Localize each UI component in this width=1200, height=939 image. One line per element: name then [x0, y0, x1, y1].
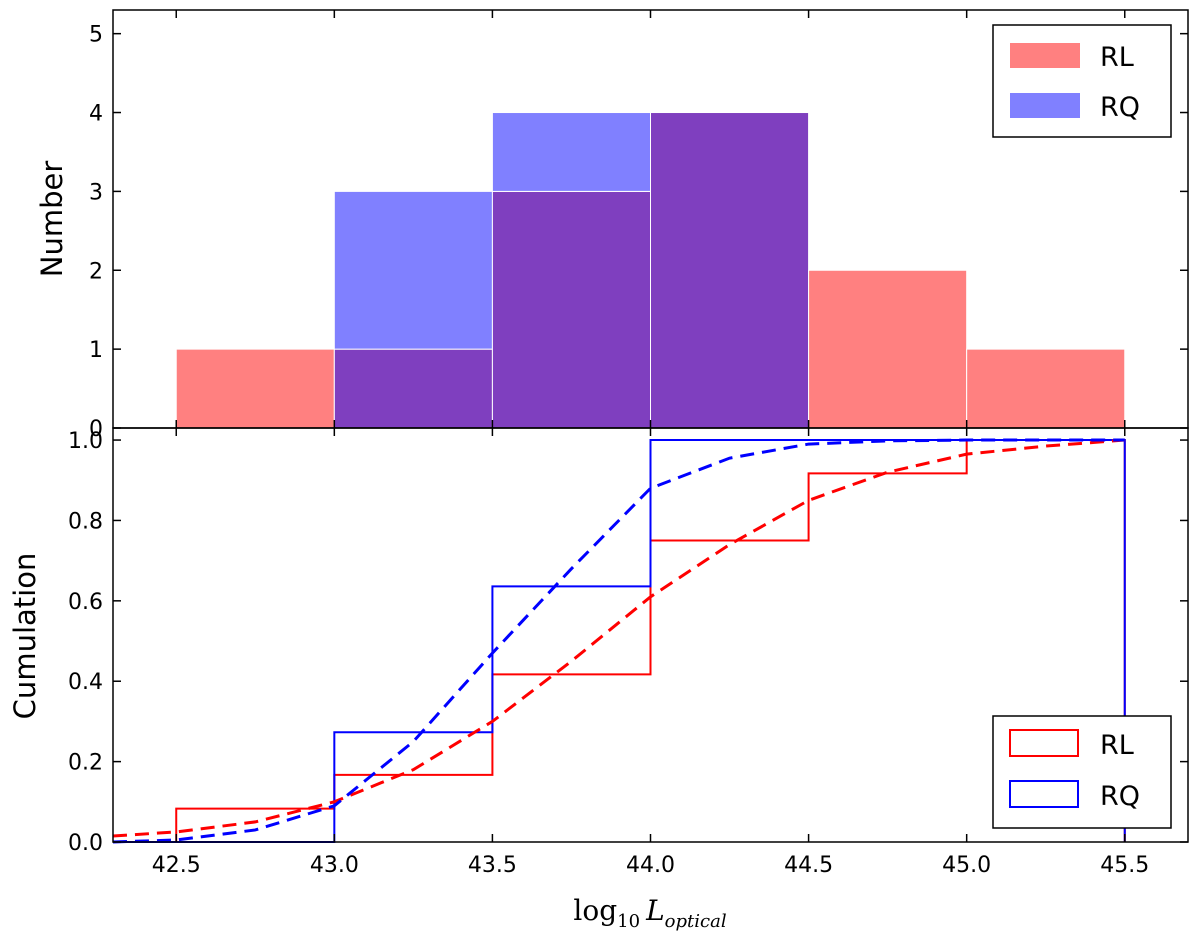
- histogram-bar-rl: [808, 269, 968, 429]
- x-tick-label: 45.5: [1100, 853, 1149, 878]
- legend-swatch-rl-step: [1009, 729, 1079, 757]
- cumulative-legend-box: [992, 715, 1172, 829]
- legend-label-rq: RQ: [1100, 92, 1140, 123]
- y-tick-label: 2: [89, 259, 103, 284]
- cumulative-y-axis-title: Cumulation: [8, 553, 42, 720]
- y-tick-label: 5: [89, 23, 103, 48]
- legend-swatch-rl: [1010, 43, 1080, 68]
- x-tick-label: 45.0: [942, 853, 991, 878]
- histogram-y-axis-title: Number: [35, 161, 69, 278]
- y-tick-label: 4: [89, 102, 103, 127]
- cumulative-x-ticks: 42.5 43.0 43.5 44.0 44.5 45.0 45.5: [152, 428, 1149, 878]
- dashed-line-rq-fit: [112, 438, 1125, 844]
- x-tick-label: 44.0: [626, 853, 675, 878]
- x-tick-label: 42.5: [152, 853, 201, 878]
- y-tick-label: 1.0: [68, 429, 103, 454]
- histogram-bar-rl: [966, 348, 1126, 429]
- legend-label-rl-step: RL: [1100, 730, 1134, 761]
- x-axis-title-sub10: 10: [617, 911, 640, 932]
- histogram-bar-overlap: [333, 348, 493, 429]
- y-tick-label: 0.0: [68, 831, 103, 856]
- x-tick-label: 43.5: [468, 853, 517, 878]
- x-tick-label: 43.0: [310, 853, 359, 878]
- histogram-panel: 0 1 2 3 4 5 Number RL RQ: [35, 9, 1189, 442]
- x-axis-title-log: log: [573, 894, 617, 927]
- x-tick-label: 44.5: [784, 853, 833, 878]
- histogram-bar-overlap: [491, 190, 652, 429]
- step-line-rl: [113, 439, 1126, 843]
- y-tick-label: 0.4: [68, 670, 103, 695]
- cumulative-panel: 0.00.20.40.60.81.0 42.5 43.0 43.5 44.0 44.5 4…: [8, 427, 1189, 932]
- cumulative-y-ticks: 0.0 0.2 0.4 0.6 0.8 1.0: [68, 429, 1188, 856]
- histogram-bar-overlap: [650, 112, 810, 429]
- x-axis-title-l: L: [645, 894, 665, 927]
- legend-label-rl: RL: [1100, 42, 1134, 73]
- histogram-bars: [175, 112, 1126, 429]
- cumulative-legend: RL RQ: [992, 715, 1172, 829]
- legend-label-rq-step: RQ: [1100, 781, 1140, 812]
- histogram-bar-rq: [491, 112, 652, 192]
- legend-swatch-rq-step: [1009, 780, 1079, 808]
- cumulative-lines: [112, 438, 1126, 844]
- histogram-x-ticks: [175, 10, 1126, 428]
- dashed-line-rl-fit: [112, 438, 1125, 838]
- x-axis-title-suboptical: optical: [665, 911, 727, 932]
- histogram-legend-box: [992, 24, 1172, 138]
- histogram-legend: RL RQ: [992, 24, 1172, 138]
- legend-swatch-rq: [1010, 93, 1080, 118]
- y-tick-label: 0: [89, 417, 103, 442]
- y-tick-label: 3: [89, 180, 103, 205]
- histogram-y-ticks: 0 1 2 3 4 5: [89, 23, 1188, 442]
- y-tick-label: 0.8: [68, 509, 103, 534]
- histogram-bar-rq: [333, 190, 493, 350]
- y-tick-label: 1: [89, 338, 103, 363]
- histogram-bar-rl: [175, 348, 335, 429]
- y-tick-label: 0.2: [68, 751, 103, 776]
- step-line-rq: [113, 439, 1126, 843]
- y-tick-label: 0.6: [68, 590, 103, 615]
- x-axis-title: log10 Loptical: [573, 894, 726, 932]
